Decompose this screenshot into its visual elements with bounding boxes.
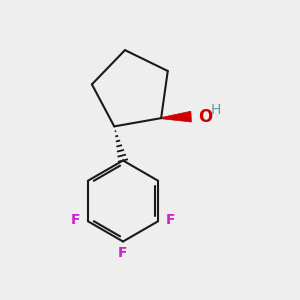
Text: O: O: [198, 108, 212, 126]
Text: F: F: [165, 213, 175, 227]
Text: F: F: [118, 246, 128, 260]
Polygon shape: [161, 111, 191, 122]
Text: H: H: [210, 103, 221, 117]
Text: F: F: [71, 213, 81, 227]
